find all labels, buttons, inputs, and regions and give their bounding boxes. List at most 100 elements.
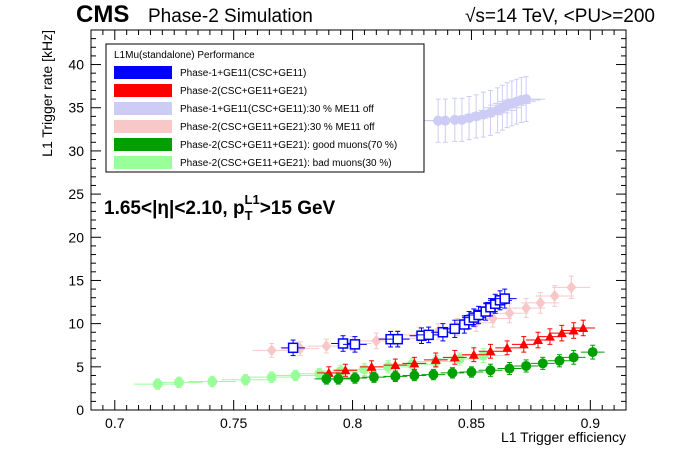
data-point — [549, 290, 560, 302]
x-axis-title: L1 Trigger efficiency — [501, 429, 626, 445]
data-point — [440, 115, 451, 126]
data-point — [518, 339, 529, 349]
data-point — [504, 363, 515, 374]
data-point — [533, 335, 544, 345]
data-point — [499, 293, 510, 304]
legend-label: Phase-2(CSC+GE11+GE21): bad muons(30 %) — [180, 158, 392, 169]
data-point — [485, 346, 496, 356]
data-point — [390, 371, 401, 382]
legend-swatch — [114, 138, 172, 151]
x-tick-label: 0.9 — [581, 415, 601, 431]
legend-label: Phase-2(CSC+GE11+GE21): good muons(70 %) — [180, 140, 397, 151]
series-2 — [419, 76, 546, 143]
y-tick-label: 0 — [76, 402, 84, 418]
x-tick-label: 0.85 — [458, 415, 485, 431]
legend: L1Mu(standalone) Performance Phase-1+GE1… — [105, 43, 425, 173]
data-point — [428, 369, 439, 380]
data-point — [173, 377, 184, 388]
data-point — [392, 333, 403, 345]
data-point — [349, 373, 360, 384]
data-point — [409, 358, 420, 368]
data-point — [321, 340, 332, 353]
data-point — [287, 342, 299, 354]
legend-label: Phase-1+GE11(CSC+GE11) — [180, 68, 306, 79]
data-point — [521, 302, 532, 315]
y-tick-label: 15 — [68, 272, 84, 288]
legend-swatch — [114, 102, 172, 115]
series-layer — [133, 76, 605, 390]
legend-swatch — [114, 120, 172, 133]
annotation-prefix: 1.65<|η|<2.10, p — [104, 198, 245, 219]
y-tick-label: 20 — [68, 229, 84, 245]
data-point — [447, 367, 458, 378]
x-tick-label: 0.75 — [220, 415, 247, 431]
y-tick-label: 25 — [68, 186, 84, 202]
annotation-subscript: T — [245, 208, 253, 223]
data-point — [437, 327, 449, 338]
data-point — [521, 360, 532, 371]
data-point — [535, 296, 546, 309]
data-point — [430, 354, 441, 364]
data-point — [568, 325, 579, 335]
data-point — [449, 352, 460, 362]
annotation-suffix: >15 GeV — [260, 198, 336, 219]
legend-label: Phase-2(CSC+GE11+GE21):30 % ME11 off — [180, 122, 375, 133]
y-axis: 0 5 10 15 20 25 30 35 40 — [68, 29, 626, 418]
data-point — [502, 342, 513, 352]
data-point — [587, 347, 598, 358]
data-point — [504, 307, 515, 320]
data-point — [337, 338, 349, 349]
data-point — [207, 376, 218, 387]
x-axis: 0.7 0.75 0.8 0.85 0.9 — [90, 30, 627, 431]
x-tick-label: 0.8 — [343, 415, 363, 431]
data-point — [290, 370, 301, 381]
series-1 — [316, 319, 596, 380]
legend-entries: Phase-1+GE11(CSC+GE11) Phase-2(CSC+GE11+G… — [114, 66, 397, 169]
data-point — [485, 365, 496, 376]
y-tick-label: 30 — [68, 143, 84, 159]
data-point — [537, 358, 548, 369]
energy-pileup-label: √s=14 TeV, <PU>=200 — [465, 6, 655, 27]
legend-title: L1Mu(standalone) Performance — [114, 50, 255, 61]
simulation-label: Phase-2 Simulation — [148, 6, 313, 27]
y-tick-label: 10 — [68, 316, 84, 332]
x-tick-label: 0.7 — [105, 415, 125, 431]
data-point — [449, 323, 461, 335]
data-point — [478, 350, 489, 361]
data-point — [390, 360, 401, 370]
data-point — [340, 365, 351, 375]
data-point — [556, 328, 567, 338]
y-tick-label: 35 — [68, 100, 84, 116]
series-4 — [314, 344, 605, 385]
data-point — [409, 370, 420, 381]
data-point — [152, 379, 163, 390]
legend-swatch — [114, 156, 172, 169]
legend-label: Phase-2(CSC+GE11+GE21) — [180, 86, 307, 97]
data-point — [566, 281, 577, 294]
data-point — [366, 361, 377, 371]
data-point — [466, 367, 477, 377]
data-point — [468, 349, 479, 359]
y-tick-label: 5 — [76, 359, 84, 375]
data-point — [240, 374, 251, 385]
y-tick-label: 40 — [68, 57, 84, 73]
data-point — [349, 339, 361, 350]
data-point — [266, 344, 277, 357]
data-point — [266, 372, 277, 383]
data-point — [578, 322, 589, 332]
y-axis-title: L1 Trigger rate [kHz] — [39, 30, 55, 157]
series-0 — [281, 288, 517, 357]
data-point — [368, 372, 379, 383]
experiment-label: CMS — [76, 1, 129, 28]
selection-annotation: 1.65<|η|<2.10, pTL1>15 GeV — [104, 192, 336, 223]
series-5 — [133, 348, 508, 390]
data-point — [521, 94, 532, 105]
data-point — [568, 352, 579, 363]
data-point — [423, 329, 434, 341]
legend-label: Phase-1+GE11(CSC+GE11):30 % ME11 off — [180, 104, 374, 115]
legend-swatch — [114, 66, 172, 79]
annotation-superscript: L1 — [245, 192, 260, 207]
data-point — [333, 373, 344, 384]
legend-swatch — [114, 84, 172, 97]
